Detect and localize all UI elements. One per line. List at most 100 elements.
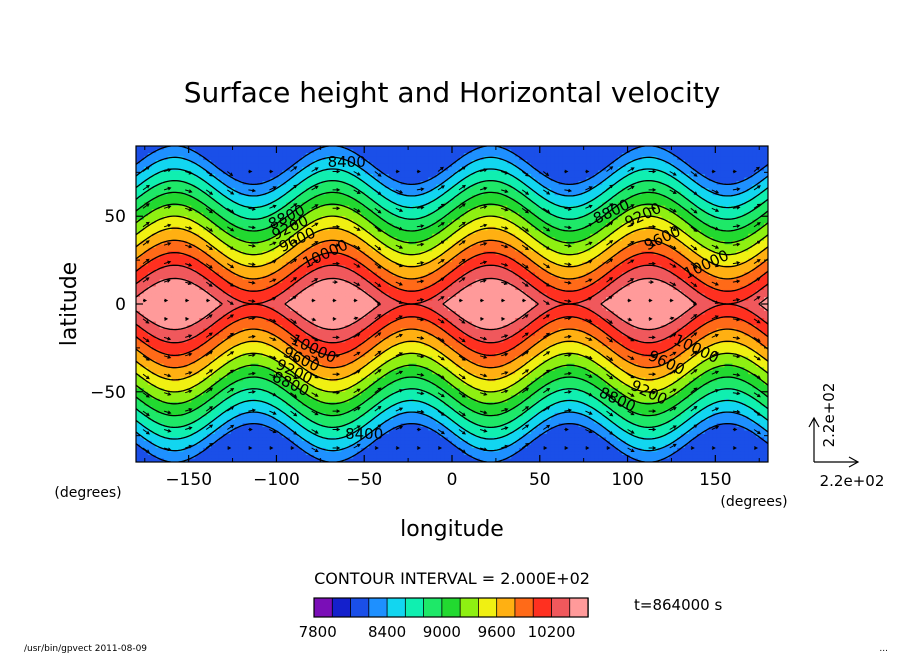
field-cell — [554, 149, 560, 154]
field-cell — [254, 146, 260, 151]
field-cell — [258, 177, 263, 182]
field-cell — [586, 191, 591, 196]
field-cell — [305, 177, 311, 182]
field-cell — [452, 156, 457, 161]
field-cell — [495, 219, 500, 224]
field-cell — [708, 240, 714, 245]
field-cell — [483, 146, 489, 151]
field-cell — [143, 163, 149, 168]
field-cell — [562, 163, 568, 168]
field-cell — [653, 212, 658, 217]
field-cell — [590, 212, 595, 217]
field-cell — [637, 247, 643, 252]
field-cell — [625, 160, 631, 165]
field-cell — [171, 230, 177, 235]
field-cell — [325, 216, 331, 221]
field-cell — [432, 240, 437, 245]
field-cell — [459, 209, 465, 214]
field-cell — [222, 212, 228, 217]
field-cell — [744, 153, 749, 158]
field-cell — [317, 160, 323, 165]
field-cell — [617, 153, 623, 158]
field-cell — [448, 174, 453, 179]
field-cell — [191, 205, 196, 210]
field-cell — [384, 198, 390, 203]
field-cell — [159, 170, 165, 175]
field-cell — [349, 216, 354, 221]
field-cell — [617, 160, 623, 165]
field-cell — [708, 167, 714, 172]
field-cell — [432, 226, 437, 231]
field-cell — [400, 212, 406, 217]
field-cell — [183, 163, 188, 168]
field-cell — [226, 198, 232, 203]
field-cell — [230, 160, 236, 165]
field-cell — [333, 216, 339, 221]
field-cell — [151, 167, 157, 172]
field-cell — [467, 195, 473, 200]
field-cell — [317, 209, 323, 214]
field-cell — [329, 153, 335, 158]
field-cell — [294, 167, 299, 172]
field-cell — [167, 254, 173, 259]
field-cell — [416, 177, 421, 182]
field-cell — [732, 156, 737, 161]
field-cell — [491, 191, 497, 196]
field-cell — [471, 184, 477, 189]
field-cell — [301, 205, 307, 210]
field-cell — [617, 202, 623, 207]
field-cell — [700, 160, 706, 165]
field-cell — [290, 156, 295, 161]
field-cell — [404, 181, 410, 186]
field-cell — [412, 146, 418, 151]
field-cell — [167, 170, 173, 175]
field-cell — [570, 209, 576, 214]
field-cell — [503, 191, 508, 196]
field-cell — [218, 156, 224, 161]
field-cell — [602, 163, 607, 168]
field-cell — [294, 174, 299, 179]
field-cell — [159, 153, 165, 158]
field-cell — [574, 233, 579, 238]
field-cell — [250, 146, 256, 151]
field-cell — [408, 156, 414, 161]
field-cell — [325, 170, 331, 175]
field-cell — [452, 226, 457, 231]
field-cell — [218, 146, 224, 151]
field-cell — [534, 198, 540, 203]
field-cell — [752, 181, 757, 186]
field-cell — [444, 188, 449, 193]
field-cell — [424, 209, 429, 214]
field-cell — [515, 167, 520, 172]
field-cell — [278, 156, 283, 161]
field-cell — [459, 188, 465, 193]
field-cell — [294, 146, 299, 151]
field-cell — [440, 163, 445, 168]
field-cell — [365, 237, 370, 242]
field-cell — [578, 209, 583, 214]
field-cell — [179, 149, 184, 154]
field-cell — [345, 216, 350, 221]
field-cell — [175, 254, 181, 259]
field-cell — [625, 216, 631, 221]
field-cell — [211, 184, 216, 189]
field-cell — [645, 149, 651, 154]
field-cell — [215, 170, 220, 175]
field-cell — [720, 233, 726, 238]
field-cell — [677, 170, 682, 175]
field-cell — [353, 202, 358, 207]
field-cell — [495, 181, 500, 186]
field-cell — [230, 202, 236, 207]
field-cell — [325, 230, 331, 235]
field-cell — [369, 205, 374, 210]
field-cell — [175, 149, 181, 154]
field-cell — [542, 205, 548, 210]
field-cell — [349, 177, 354, 182]
field-cell — [641, 205, 647, 210]
field-cell — [756, 149, 761, 154]
field-cell — [376, 181, 382, 186]
field-cell — [258, 205, 263, 210]
field-cell — [760, 219, 765, 224]
field-cell — [598, 188, 603, 193]
field-cell — [689, 167, 694, 172]
